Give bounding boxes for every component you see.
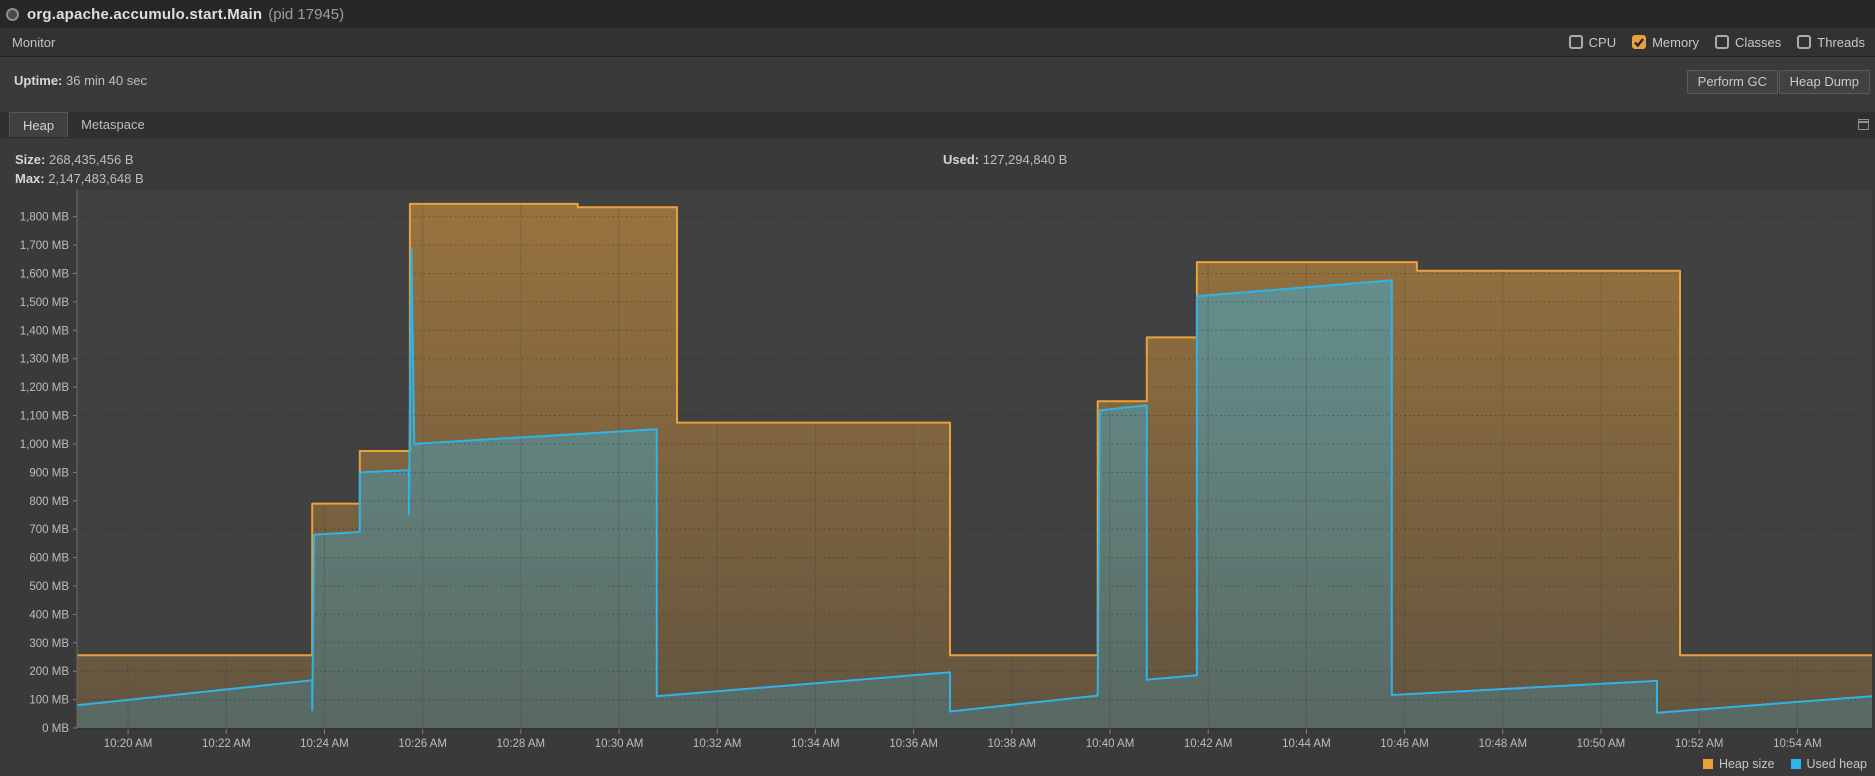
y-tick-label: 600 MB (29, 553, 69, 565)
x-tick-label: 10:52 AM (1675, 738, 1724, 750)
legend-item-heap-size: Heap size (1702, 757, 1775, 771)
heap-size-swatch-icon (1702, 759, 1713, 769)
checkbox-label: Memory (1652, 34, 1700, 50)
x-tick-label: 10:24 AM (300, 738, 349, 750)
maximize-icon[interactable] (1858, 119, 1869, 130)
size-value: 268,435,456 B (48, 152, 134, 167)
checkbox-threads[interactable]: Threads (1797, 35, 1865, 50)
x-tick-label: 10:22 AM (202, 738, 251, 750)
y-tick-label: 700 MB (29, 524, 69, 536)
x-tick-label: 10:20 AM (104, 738, 153, 750)
y-tick-label: 800 MB (29, 496, 69, 508)
heap-used-stat: Used: 127,294,840 B (943, 152, 1067, 167)
used-label: Used: (943, 152, 980, 167)
checkbox-label: Classes (1735, 34, 1782, 50)
x-tick-label: 10:48 AM (1478, 738, 1527, 750)
x-tick-label: 10:38 AM (988, 738, 1037, 750)
heap-usage-chart: 0 MB 100 MB 200 MB 300 MB 400 MB 500 MB 600 MB… (20, 190, 1873, 750)
monitor-tab-bar: Monitor CPU Memory Classes Threads (0, 28, 1875, 57)
y-tick-label: 1,100 MB (20, 411, 70, 423)
legend-label-heap-size: Heap size (1718, 757, 1775, 771)
x-tick-label: 10:44 AM (1282, 738, 1331, 750)
unchecked-checkbox-icon[interactable] (1568, 35, 1583, 49)
chart-legend: Heap size Used heap (1702, 757, 1867, 771)
max-label: Max: (15, 171, 45, 186)
y-tick-label: 900 MB (29, 467, 69, 479)
checkbox-label: Threads (1817, 34, 1865, 50)
process-pid: (pid 17945) (268, 5, 345, 23)
application-icon (6, 7, 19, 21)
checkbox-cpu[interactable]: CPU (1568, 34, 1617, 50)
used-value: 127,294,840 B (982, 152, 1068, 167)
checked-checkbox-icon[interactable] (1632, 35, 1647, 49)
unchecked-checkbox-icon[interactable] (1797, 35, 1812, 49)
y-tick-label: 400 MB (29, 609, 69, 621)
heap-max-stat: Max: 2,147,483,648 B (15, 171, 144, 186)
legend-item-used-heap: Used heap (1790, 757, 1867, 771)
y-tick-label: 100 MB (29, 695, 69, 707)
x-tick-label: 10:32 AM (693, 738, 742, 750)
tab-metaspace[interactable]: Metaspace (81, 117, 145, 132)
y-tick-label: 500 MB (29, 581, 69, 593)
window-title-bar: org.apache.accumulo.start.Main (pid 1794… (0, 0, 1875, 28)
checkbox-classes[interactable]: Classes (1715, 35, 1781, 50)
metric-checkbox-group: CPU Memory Classes Threads (1568, 34, 1865, 50)
perform-gc-button[interactable]: Perform GC (1686, 70, 1778, 94)
y-tick-label: 1,300 MB (20, 354, 70, 366)
heap-size-line (77, 202, 1872, 657)
y-tick-label: 1,600 MB (20, 269, 70, 281)
max-value: 2,147,483,648 B (48, 171, 144, 186)
checkbox-memory[interactable]: Memory (1632, 35, 1699, 50)
checkbox-label: CPU (1588, 34, 1617, 50)
x-tick-label: 10:46 AM (1380, 738, 1429, 750)
used-heap-area (77, 249, 1872, 728)
x-tick-label: 10:42 AM (1184, 738, 1233, 750)
x-tick-label: 10:26 AM (398, 738, 447, 750)
y-tick-label: 1,200 MB (20, 382, 70, 394)
tab-heap[interactable]: Heap (9, 112, 69, 137)
y-tick-label: 200 MB (29, 666, 69, 678)
used-heap-line (76, 248, 1873, 714)
x-tick-label: 10:28 AM (497, 738, 546, 750)
heap-dump-button[interactable]: Heap Dump (1778, 70, 1870, 94)
y-tick-label: 1,400 MB (20, 325, 70, 337)
x-tick-label: 10:40 AM (1086, 738, 1135, 750)
heap-size-stat: Size: 268,435,456 B (15, 152, 134, 167)
unchecked-checkbox-icon[interactable] (1715, 35, 1730, 49)
x-tick-label: 10:54 AM (1773, 738, 1822, 750)
x-tick-label: 10:50 AM (1577, 738, 1626, 750)
page-title: org.apache.accumulo.start.Main (27, 5, 263, 23)
x-tick-label: 10:34 AM (791, 738, 840, 750)
used-heap-swatch-icon (1790, 759, 1801, 769)
y-tick-label: 0 MB (42, 723, 69, 735)
x-tick-label: 10:36 AM (889, 738, 938, 750)
size-label: Size: (15, 152, 46, 167)
uptime-status: Uptime: 36 min 40 sec (14, 73, 147, 88)
y-tick-label: 1,000 MB (20, 439, 70, 451)
uptime-label: Uptime: (14, 73, 63, 88)
y-tick-label: 1,700 MB (20, 240, 70, 252)
memory-tab-strip: Heap Metaspace (0, 112, 1875, 138)
tab-monitor[interactable]: Monitor (12, 34, 56, 50)
y-tick-label: 1,500 MB (20, 297, 70, 309)
y-tick-label: 1,800 MB (20, 212, 70, 224)
uptime-value: 36 min 40 sec (66, 73, 147, 88)
x-tick-label: 10:30 AM (595, 738, 644, 750)
legend-label-used-heap: Used heap (1806, 757, 1867, 771)
y-tick-label: 300 MB (29, 638, 69, 650)
